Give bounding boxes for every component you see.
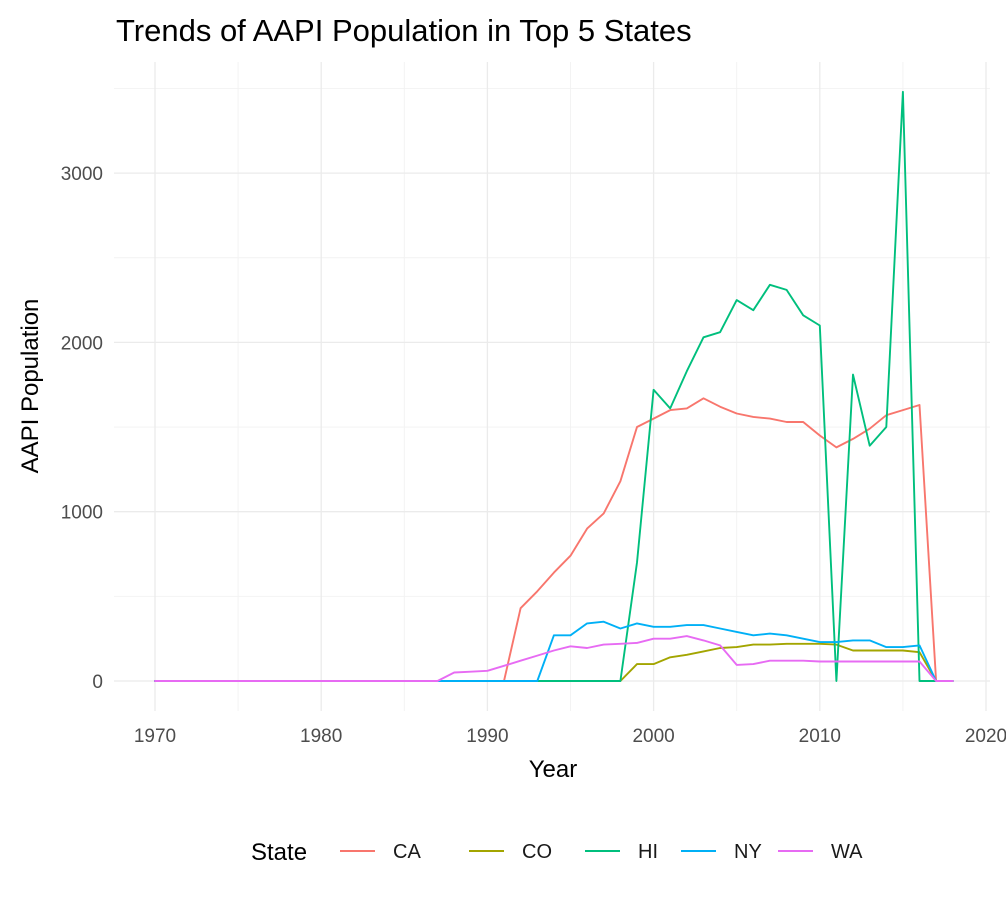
series-lines <box>154 90 954 682</box>
series-line-wa <box>154 635 954 682</box>
legend-item-ca: CA <box>340 841 421 863</box>
y-tick-label: 0 <box>92 672 103 693</box>
y-tick-label: 3000 <box>61 164 103 185</box>
gridlines <box>114 62 990 711</box>
y-axis-tick-labels: 0 1000 2000 3000 <box>61 164 103 693</box>
series-line-co <box>154 642 954 682</box>
x-tick-label: 1980 <box>300 726 342 747</box>
legend: State CA CO HI NY WA <box>251 839 863 866</box>
x-tick-label: 2010 <box>799 726 841 747</box>
x-axis-title: Year <box>529 756 578 783</box>
y-tick-label: 2000 <box>61 333 103 354</box>
legend-items: CA CO HI NY WA <box>340 841 863 863</box>
legend-item-hi: HI <box>585 841 658 863</box>
legend-label: CO <box>522 841 552 863</box>
legend-label: NY <box>734 841 762 863</box>
x-axis-tick-labels: 1970 1980 1990 2000 2010 2020 <box>134 726 1006 747</box>
series-line-ca <box>154 397 954 682</box>
series-line-ny <box>154 620 954 682</box>
legend-title: State <box>251 839 307 866</box>
legend-item-ny: NY <box>681 841 762 863</box>
chart-title: Trends of AAPI Population in Top 5 State… <box>116 13 692 48</box>
legend-item-co: CO <box>469 841 552 863</box>
legend-label: CA <box>393 841 421 863</box>
x-tick-label: 1970 <box>134 726 176 747</box>
x-tick-label: 2020 <box>965 726 1006 747</box>
x-tick-label: 2000 <box>632 726 674 747</box>
series-line-hi <box>154 90 954 682</box>
legend-label: HI <box>638 841 658 863</box>
y-tick-label: 1000 <box>61 503 103 524</box>
legend-label: WA <box>831 841 863 863</box>
x-tick-label: 1990 <box>466 726 508 747</box>
y-axis-title: AAPI Population <box>17 299 44 474</box>
legend-item-wa: WA <box>778 841 863 863</box>
